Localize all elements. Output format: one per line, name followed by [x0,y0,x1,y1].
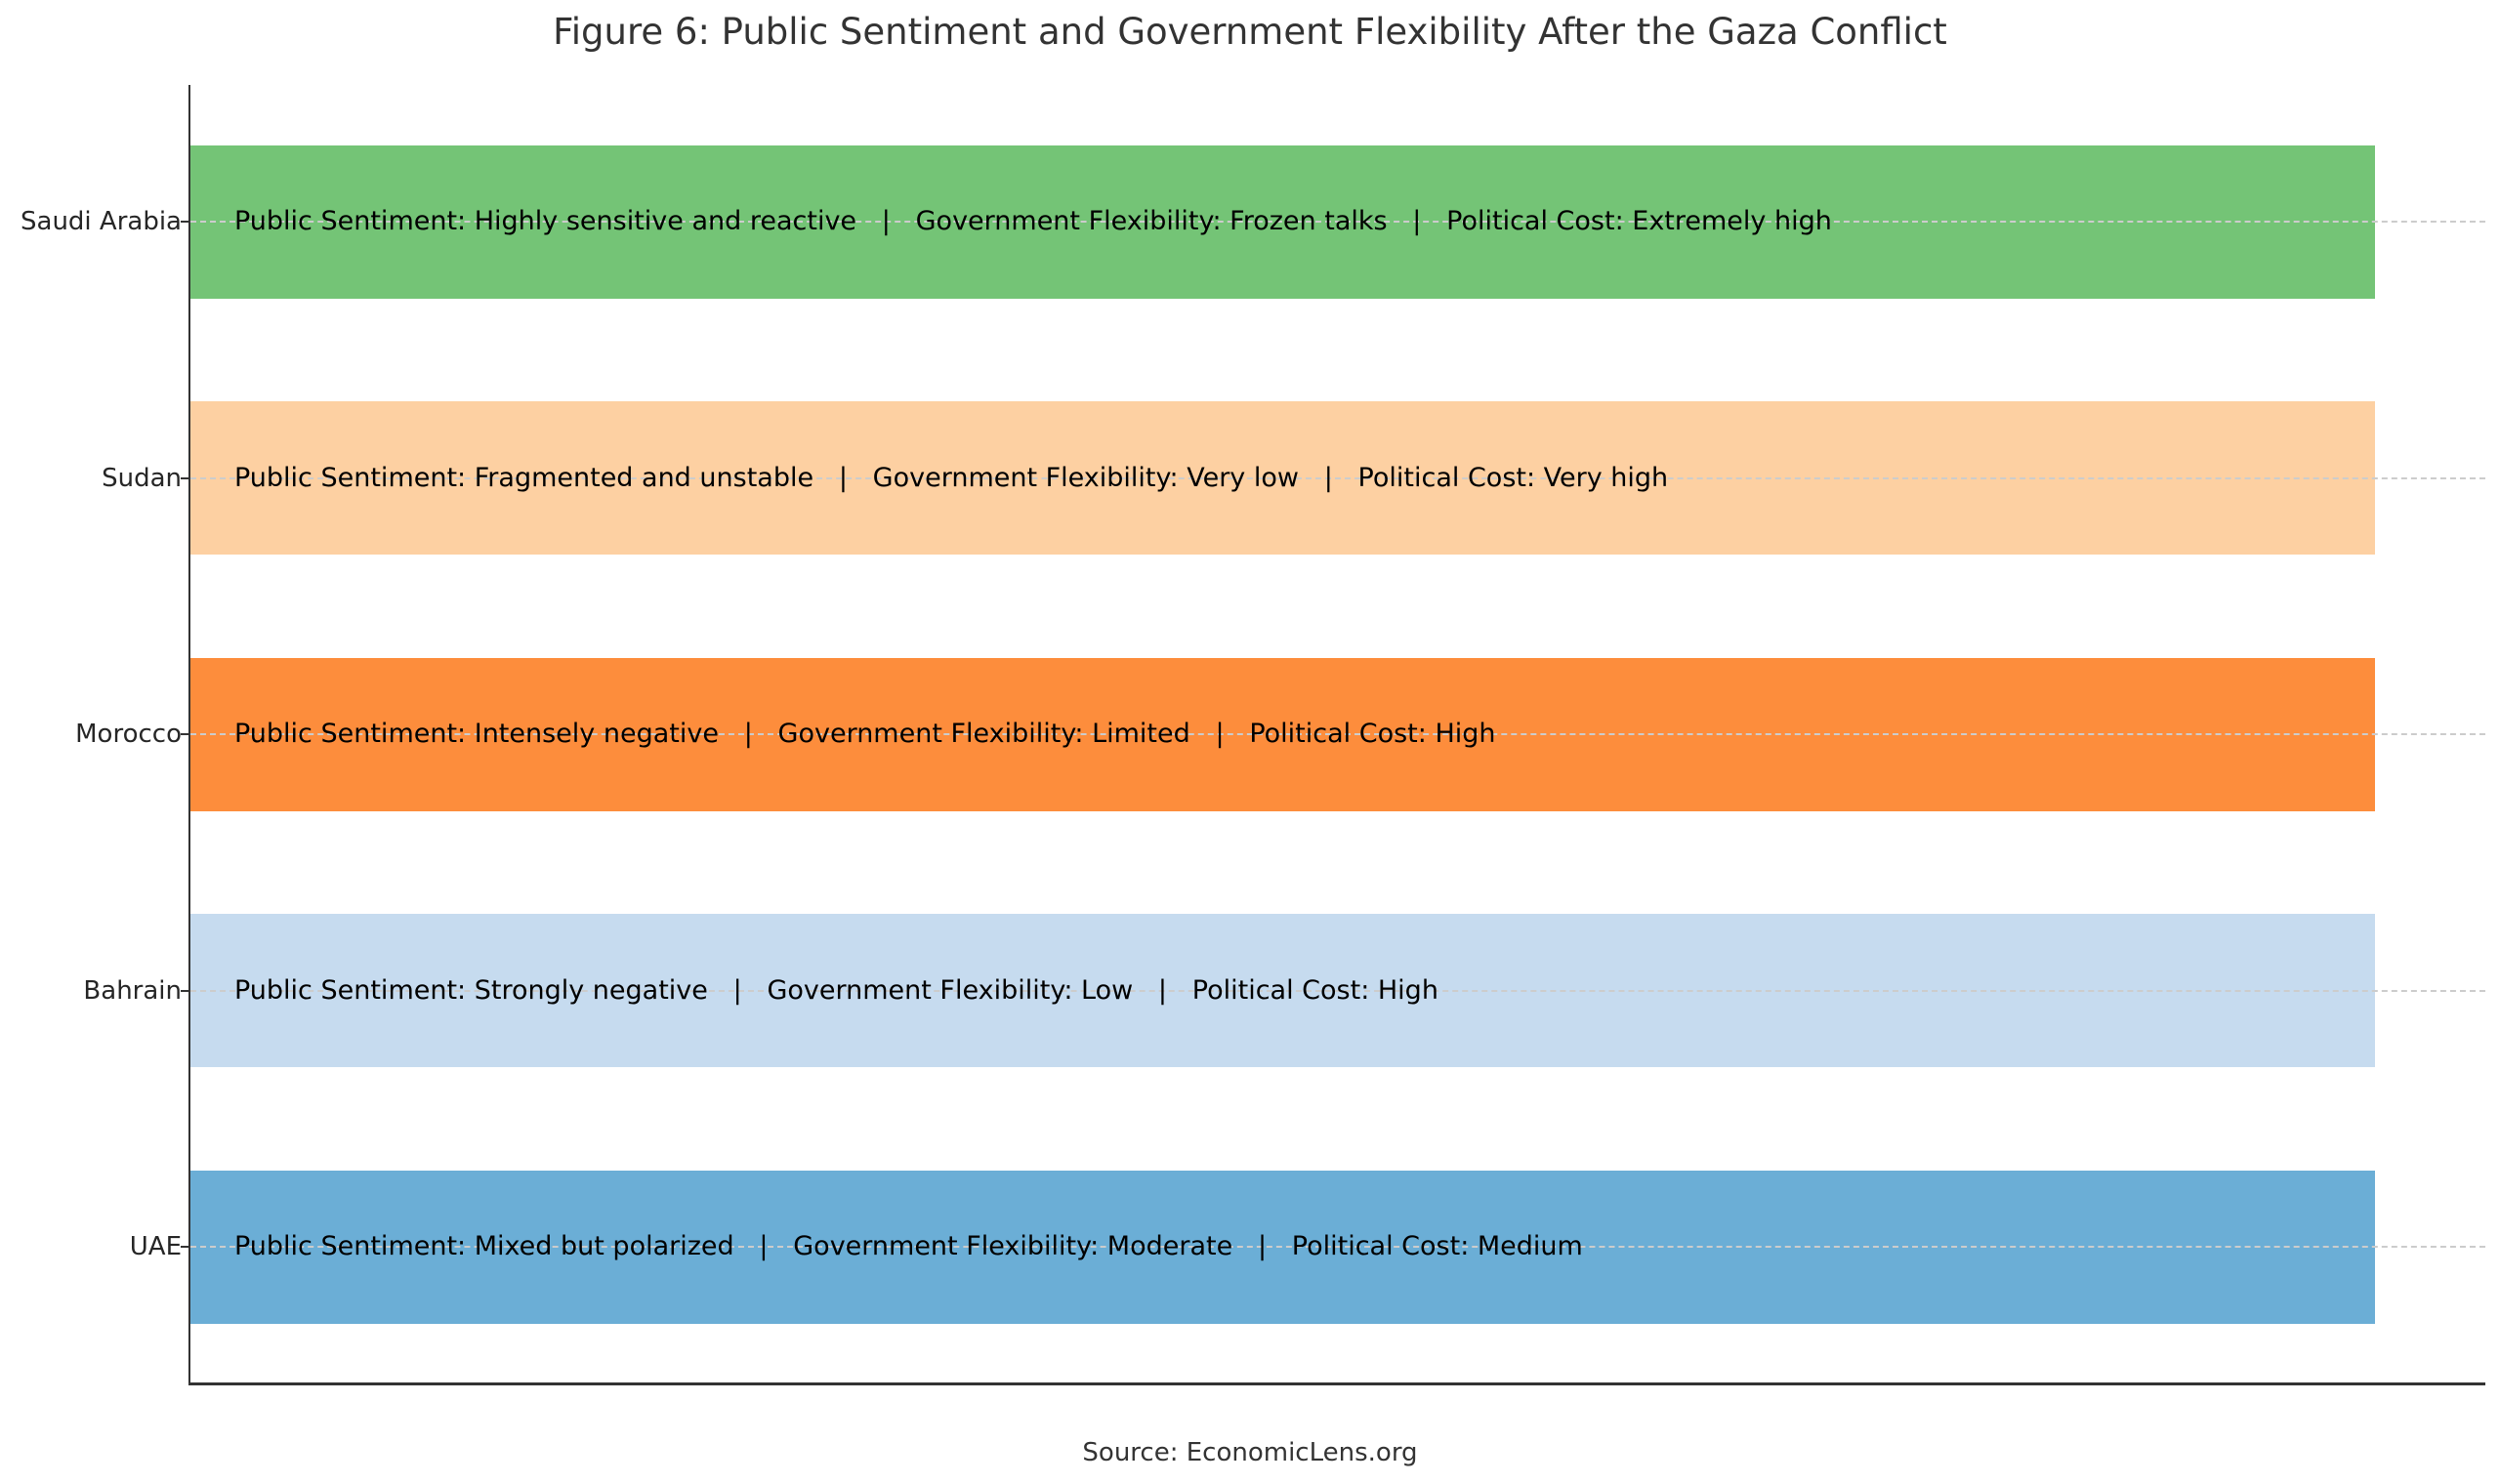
y-tick-label: UAE [129,1232,182,1261]
bar-annotation: Public Sentiment: Mixed but polarized | … [234,1231,1583,1261]
y-tick-label: Saudi Arabia [21,207,182,236]
y-tick-label: Bahrain [83,976,182,1006]
bar-annotation: Public Sentiment: Intensely negative | G… [234,719,1496,749]
y-axis-line [188,85,190,1384]
gridline [190,733,2485,735]
y-tick [181,1246,188,1248]
y-tick [181,990,188,992]
y-tick [181,733,188,735]
bar-annotation: Public Sentiment: Strongly negative | Go… [234,975,1438,1006]
source-caption: Source: EconomicLens.org [1082,1438,1418,1467]
y-tick-label: Morocco [75,720,182,749]
y-tick [181,477,188,479]
gridline [190,477,2485,479]
gridline [190,221,2485,223]
x-axis-line [188,1382,2485,1385]
chart-title: Figure 6: Public Sentiment and Governmen… [553,11,1947,53]
bar-annotation: Public Sentiment: Fragmented and unstabl… [234,463,1669,493]
y-tick [181,221,188,223]
gridline [190,990,2485,992]
bar-annotation: Public Sentiment: Highly sensitive and r… [234,206,1832,236]
y-tick-label: Sudan [102,464,182,493]
gridline [190,1246,2485,1248]
